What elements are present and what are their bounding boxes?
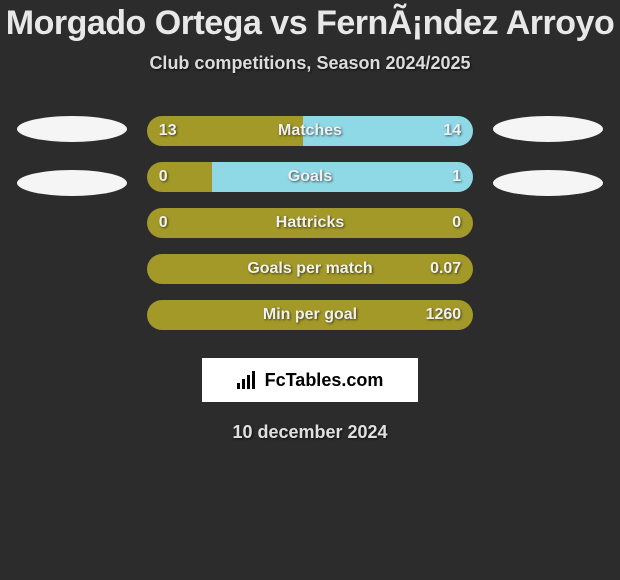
stat-value-right: 0 bbox=[452, 214, 461, 232]
stat-value-right: 14 bbox=[443, 122, 461, 140]
stat-label: Goals per match bbox=[247, 260, 372, 278]
stat-row: Matches 13 14 bbox=[147, 116, 473, 146]
stat-value-left: 13 bbox=[159, 122, 177, 140]
stat-bar-left bbox=[147, 162, 212, 192]
logo-text: FcTables.com bbox=[265, 370, 384, 391]
page-title: Morgado Ortega vs FernÃ¡ndez Arroyo bbox=[0, 4, 620, 43]
stat-value-left: 0 bbox=[159, 214, 168, 232]
chart-icon bbox=[237, 371, 259, 389]
stat-label: Min per goal bbox=[263, 306, 357, 324]
stats-area: Matches 13 14 Goals 0 1 Hattricks 0 0 Goals per m… bbox=[0, 116, 620, 330]
right-player-col bbox=[485, 116, 610, 224]
stat-row: Min per goal 1260 bbox=[147, 300, 473, 330]
stat-row: Goals per match 0.07 bbox=[147, 254, 473, 284]
player-badge bbox=[17, 116, 127, 142]
player-badge bbox=[493, 170, 603, 196]
stat-value-right: 0.07 bbox=[430, 260, 461, 278]
stat-row: Goals 0 1 bbox=[147, 162, 473, 192]
left-player-col bbox=[10, 116, 135, 224]
stat-value-left: 0 bbox=[159, 168, 168, 186]
stat-label: Matches bbox=[278, 122, 342, 140]
stat-bars: Matches 13 14 Goals 0 1 Hattricks 0 0 Goals per m… bbox=[147, 116, 473, 330]
subtitle: Club competitions, Season 2024/2025 bbox=[0, 53, 620, 74]
stat-label: Goals bbox=[288, 168, 332, 186]
player-badge bbox=[17, 170, 127, 196]
stat-row: Hattricks 0 0 bbox=[147, 208, 473, 238]
comparison-card: Morgado Ortega vs FernÃ¡ndez Arroyo Club… bbox=[0, 0, 620, 443]
stat-value-right: 1 bbox=[452, 168, 461, 186]
player-badge bbox=[493, 116, 603, 142]
stat-value-right: 1260 bbox=[426, 306, 462, 324]
date-label: 10 december 2024 bbox=[0, 422, 620, 443]
source-logo: FcTables.com bbox=[202, 358, 418, 402]
stat-bar-right bbox=[212, 162, 473, 192]
stat-label: Hattricks bbox=[276, 214, 344, 232]
